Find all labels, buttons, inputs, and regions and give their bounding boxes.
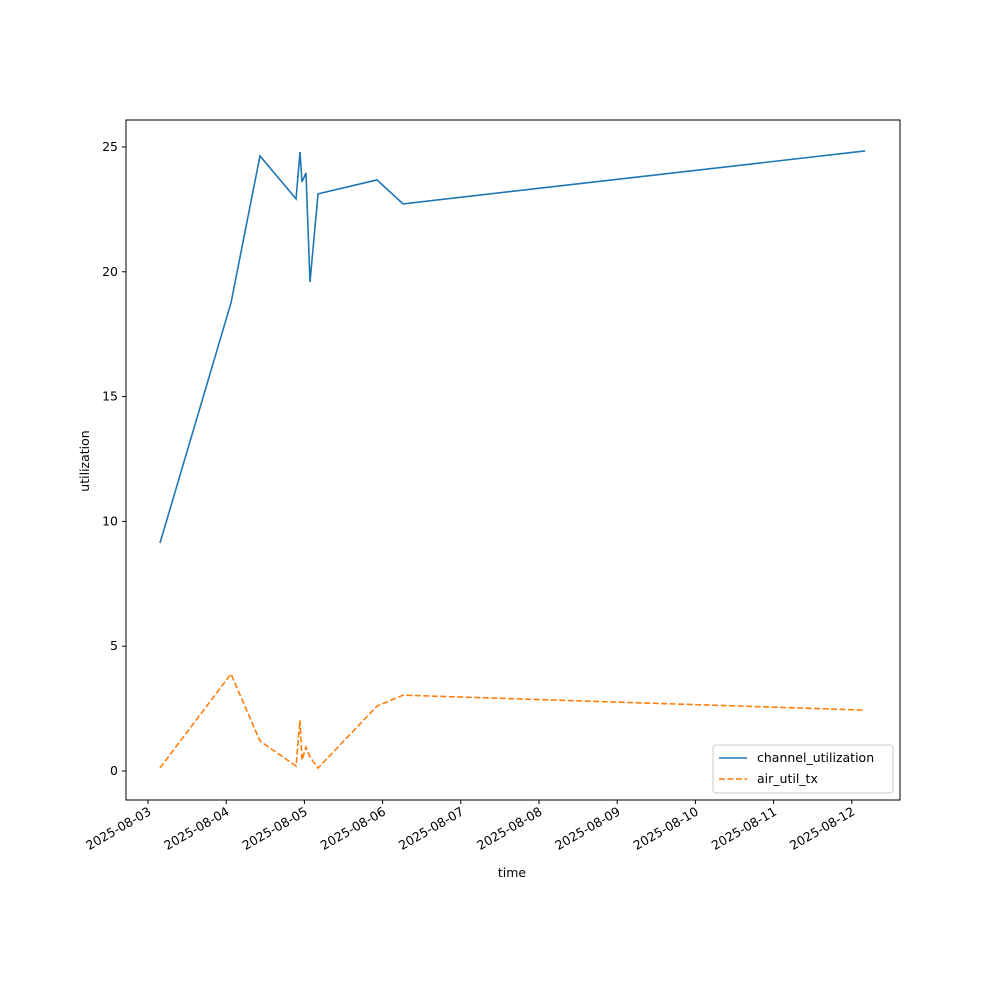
- x-axis-label: time: [498, 865, 527, 880]
- x-tick-label: 2025-08-08: [474, 804, 544, 853]
- x-tick-label: 2025-08-12: [787, 804, 857, 853]
- data-line: [159, 672, 866, 770]
- y-tick-label: 10: [102, 513, 118, 528]
- y-tick-label: 0: [110, 763, 118, 778]
- x-tick-label: 2025-08-05: [239, 804, 309, 853]
- legend: channel_utilization air_util_tx: [712, 744, 894, 794]
- x-tick-label: 2025-08-09: [552, 804, 622, 853]
- y-tick-label: 5: [110, 638, 118, 653]
- plot-frame: [125, 119, 901, 801]
- legend-label: air_util_tx: [757, 771, 818, 786]
- x-tick-label: 2025-08-10: [630, 804, 700, 853]
- x-tick-label: 2025-08-07: [396, 804, 466, 853]
- legend-box: [712, 744, 894, 794]
- x-tick-label: 2025-08-04: [161, 804, 231, 853]
- x-tick-label: 2025-08-11: [709, 804, 779, 853]
- x-tick-label: 2025-08-06: [318, 804, 388, 853]
- legend-label: channel_utilization: [757, 750, 874, 765]
- data-line: [159, 150, 866, 544]
- y-tick-label: 25: [102, 139, 118, 154]
- y-axis-label: utilization: [77, 430, 92, 491]
- y-tick-label: 20: [102, 264, 118, 279]
- x-tick-label: 2025-08-03: [83, 804, 153, 853]
- y-tick-label: 15: [102, 389, 118, 404]
